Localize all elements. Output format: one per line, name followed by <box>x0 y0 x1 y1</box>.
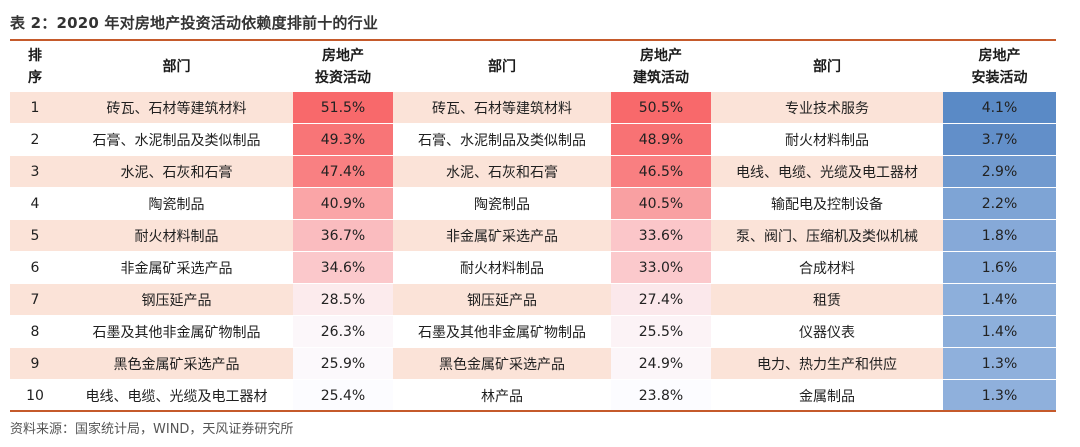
table-row: 4 陶瓷制品 40.9% 陶瓷制品 40.5% 输配电及控制设备 2.2% <box>10 187 1056 220</box>
dept3-cell: 专业技术服务 <box>711 92 943 124</box>
dept1-cell: 电线、电缆、光缆及电工器材 <box>60 379 293 412</box>
table-row: 10 电线、电缆、光缆及电工器材 25.4% 林产品 23.8% 金属制品 1.3% <box>10 379 1056 412</box>
rank-cell: 1 <box>10 92 60 124</box>
investment-value: 25.4% <box>293 379 393 412</box>
dept2-cell: 石膏、水泥制品及类似制品 <box>393 123 611 156</box>
rank-cell: 10 <box>10 379 60 412</box>
dept1-cell: 黑色金属矿采选产品 <box>60 347 293 380</box>
dept1-cell: 非金属矿采选产品 <box>60 251 293 284</box>
investment-value: 25.9% <box>293 347 393 380</box>
construction-value: 33.6% <box>611 219 711 252</box>
dept1-cell: 石膏、水泥制品及类似制品 <box>60 123 293 156</box>
dept3-cell: 电力、热力生产和供应 <box>711 347 943 380</box>
source-note: 资料来源：国家统计局，WIND，天风证券研究所 <box>10 422 294 437</box>
rank-cell: 2 <box>10 123 60 156</box>
construction-value: 50.5% <box>611 92 711 124</box>
dept2-cell: 钢压延产品 <box>393 283 611 316</box>
dept2-cell: 砖瓦、石材等建筑材料 <box>393 92 611 124</box>
table-row: 6 非金属矿采选产品 34.6% 耐火材料制品 33.0% 合成材料 1.6% <box>10 251 1056 284</box>
investment-value: 34.6% <box>293 251 393 284</box>
investment-value: 40.9% <box>293 187 393 220</box>
table-row: 3 水泥、石灰和石膏 47.4% 水泥、石灰和石膏 46.5% 电线、电缆、光缆及电工器材… <box>10 155 1056 188</box>
ranking-table: 排 序 部门 房地产 投资活动 部门 房地产 建筑活动 部门 房地产 安装活动 … <box>10 42 1056 412</box>
rank-cell: 4 <box>10 187 60 220</box>
dept3-cell: 泵、阀门、压缩机及类似机械 <box>711 219 943 252</box>
rank-header: 排 序 <box>28 48 42 86</box>
installation-value: 1.3% <box>943 347 1056 380</box>
installation-value: 4.1% <box>943 92 1056 124</box>
installation-value: 3.7% <box>943 123 1056 156</box>
investment-value: 28.5% <box>293 283 393 316</box>
dept1-cell: 陶瓷制品 <box>60 187 293 220</box>
construction-value: 27.4% <box>611 283 711 316</box>
construction-header: 房地产 建筑活动 <box>633 48 689 86</box>
installation-value: 2.2% <box>943 187 1056 220</box>
investment-value: 47.4% <box>293 155 393 188</box>
installation-header: 房地产 安装活动 <box>971 48 1028 86</box>
investment-value: 51.5% <box>293 92 393 124</box>
construction-value: 24.9% <box>611 347 711 380</box>
rank-cell: 9 <box>10 347 60 380</box>
dept2-cell: 陶瓷制品 <box>393 187 611 220</box>
dept3-cell: 耐火材料制品 <box>711 123 943 156</box>
table-body: 1 砖瓦、石材等建筑材料 51.5% 砖瓦、石材等建筑材料 50.5% 专业技术服务 4.1… <box>10 92 1056 412</box>
header-row: 排 序 部门 房地产 投资活动 部门 房地产 建筑活动 部门 房地产 安装活动 <box>10 42 1056 92</box>
dept3-cell: 输配电及控制设备 <box>711 187 943 220</box>
rank-cell: 6 <box>10 251 60 284</box>
investment-value: 49.3% <box>293 123 393 156</box>
table-row: 8 石墨及其他非金属矿物制品 26.3% 石墨及其他非金属矿物制品 25.5% 仪器仪表 1… <box>10 315 1056 348</box>
rank-cell: 3 <box>10 155 60 188</box>
rank-cell: 8 <box>10 315 60 348</box>
installation-value: 1.8% <box>943 219 1056 252</box>
dept3-cell: 合成材料 <box>711 251 943 284</box>
construction-value: 48.9% <box>611 123 711 156</box>
dept3-cell: 金属制品 <box>711 379 943 412</box>
dept2-header: 部门 <box>488 59 516 75</box>
installation-value: 1.6% <box>943 251 1056 284</box>
investment-value: 36.7% <box>293 219 393 252</box>
dept3-header: 部门 <box>813 59 841 75</box>
construction-value: 33.0% <box>611 251 711 284</box>
construction-value: 46.5% <box>611 155 711 188</box>
dept2-cell: 水泥、石灰和石膏 <box>393 155 611 188</box>
table-row: 5 耐火材料制品 36.7% 非金属矿采选产品 33.6% 泵、阀门、压缩机及类似机械 1.… <box>10 219 1056 252</box>
dept1-cell: 石墨及其他非金属矿物制品 <box>60 315 293 348</box>
dept1-cell: 砖瓦、石材等建筑材料 <box>60 92 293 124</box>
installation-value: 1.4% <box>943 283 1056 316</box>
dept1-cell: 水泥、石灰和石膏 <box>60 155 293 188</box>
rank-cell: 5 <box>10 219 60 252</box>
dept2-cell: 林产品 <box>393 379 611 412</box>
investment-header: 房地产 投资活动 <box>315 48 371 86</box>
table-row: 7 钢压延产品 28.5% 钢压延产品 27.4% 租赁 1.4% <box>10 283 1056 316</box>
dept1-cell: 钢压延产品 <box>60 283 293 316</box>
table-title: 表 2：2020 年对房地产投资活动依赖度排前十的行业 <box>10 14 379 32</box>
rank-cell: 7 <box>10 283 60 316</box>
dept3-cell: 电线、电缆、光缆及电工器材 <box>711 155 943 188</box>
dept2-cell: 石墨及其他非金属矿物制品 <box>393 315 611 348</box>
dept2-cell: 耐火材料制品 <box>393 251 611 284</box>
dept1-cell: 耐火材料制品 <box>60 219 293 252</box>
installation-value: 2.9% <box>943 155 1056 188</box>
dept3-cell: 仪器仪表 <box>711 315 943 348</box>
installation-value: 1.4% <box>943 315 1056 348</box>
construction-value: 40.5% <box>611 187 711 220</box>
dept2-cell: 黑色金属矿采选产品 <box>393 347 611 380</box>
construction-value: 25.5% <box>611 315 711 348</box>
dept1-header: 部门 <box>162 59 191 75</box>
table-row: 9 黑色金属矿采选产品 25.9% 黑色金属矿采选产品 24.9% 电力、热力生产和供应 1… <box>10 347 1056 380</box>
bottom-rule <box>10 410 1056 412</box>
investment-value: 26.3% <box>293 315 393 348</box>
construction-value: 23.8% <box>611 379 711 412</box>
dept3-cell: 租赁 <box>711 283 943 316</box>
table-row: 2 石膏、水泥制品及类似制品 49.3% 石膏、水泥制品及类似制品 48.9% 耐火材料制… <box>10 123 1056 156</box>
installation-value: 1.3% <box>943 379 1056 412</box>
dept2-cell: 非金属矿采选产品 <box>393 219 611 252</box>
table-row: 1 砖瓦、石材等建筑材料 51.5% 砖瓦、石材等建筑材料 50.5% 专业技术服务 4.1… <box>10 92 1056 124</box>
top-rule <box>10 39 1056 41</box>
